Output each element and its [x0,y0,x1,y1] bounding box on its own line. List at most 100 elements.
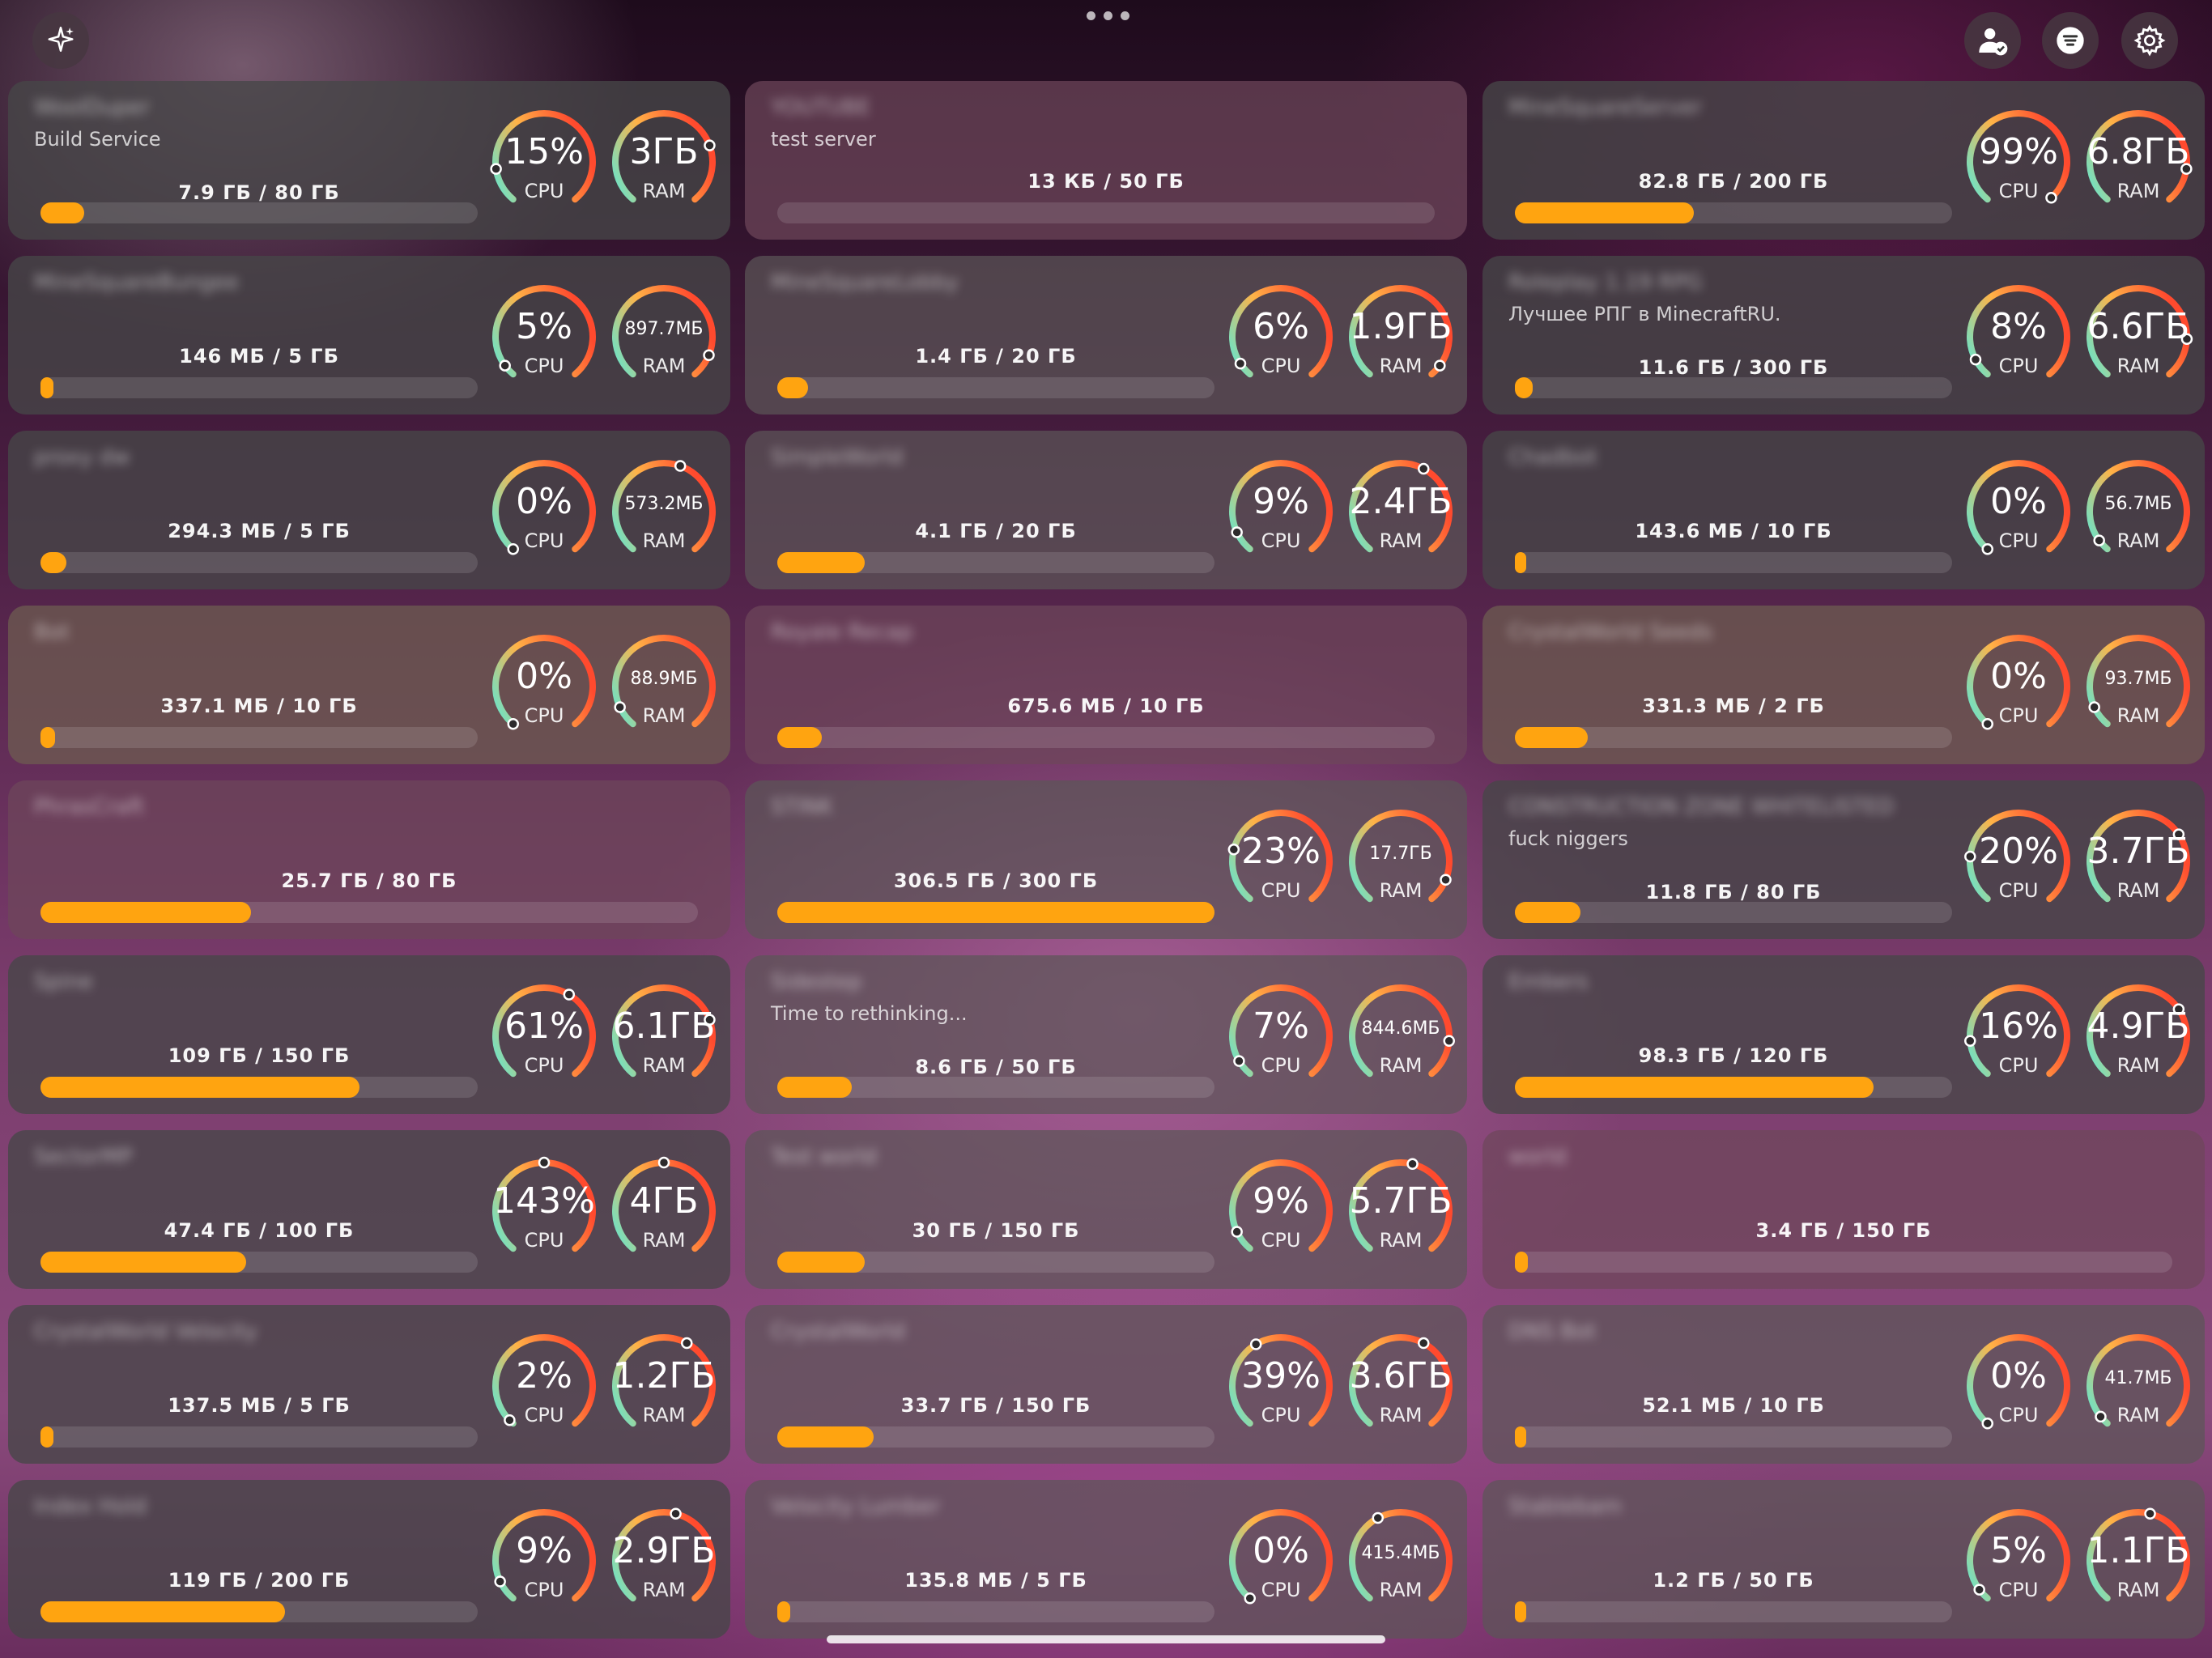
disk-usage-bar [777,1426,1214,1448]
cpu-level-marker [1964,850,1976,863]
ram-value: 3.7ГБ [2087,831,2190,872]
server-name: Roleplay 1.19 RPG [1508,270,1703,295]
disk-usage-text: 30 ГБ / 150 ГБ [912,1219,1080,1242]
disk-usage-text: 675.6 МБ / 10 ГБ [1007,695,1205,717]
server-card[interactable]: Velocity Lumber 135.8 МБ / 5 ГБ 0% CPU 415.4… [745,1480,1467,1639]
home-indicator[interactable] [827,1635,1385,1643]
disk-usage-text: 11.8 ГБ / 80 ГБ [1645,881,1822,903]
ram-ring-icon [612,635,716,728]
cpu-value: 2% [516,1355,572,1397]
server-card[interactable]: Spine 109 ГБ / 150 ГБ 61% CPU 6.1ГБ RAM [8,955,730,1114]
server-card[interactable]: STINK 306.5 ГБ / 300 ГБ 23% CPU 17.7ГБ RAM [745,780,1467,939]
server-card[interactable]: Royale Recap 675.6 МБ / 10 ГБ [745,606,1467,764]
ram-ring-icon [612,285,716,378]
sparkles-icon [48,26,74,52]
settings-button[interactable] [2121,12,2178,69]
ram-value: 4ГБ [629,1180,699,1222]
disk-usage-text: 11.6 ГБ / 300 ГБ [1638,356,1829,379]
cpu-value: 143% [493,1180,595,1222]
cpu-gauge: 16% CPU [1962,980,2075,1093]
cpu-gauge: 5% CPU [1962,1504,2075,1618]
cpu-ring-icon [492,635,596,730]
cpu-gauge: 143% CPU [487,1154,601,1268]
server-name: world [1508,1145,1567,1169]
cpu-arc [492,984,596,1078]
server-card[interactable]: Sidestep Time to rethinking... 8.6 ГБ / 50… [745,955,1467,1114]
server-card[interactable]: Bot 337.1 МБ / 10 ГБ 0% CPU 88.9МБ RAM [8,606,730,764]
ram-value: 56.7МБ [2104,494,2172,514]
cpu-label: CPU [524,1404,564,1426]
server-card[interactable]: CrystalWorld 33.7 ГБ / 150 ГБ 39% CPU 3.6ГБ R… [745,1305,1467,1464]
ram-label: RAM [1379,1229,1423,1252]
account-button[interactable] [1964,12,2021,69]
server-card[interactable]: proxy dw 294.3 МБ / 5 ГБ 0% CPU 573.2МБ RAM [8,431,730,589]
server-card[interactable]: DNS Bot 52.1 МБ / 10 ГБ 0% CPU 41.7МБ RAM [1482,1305,2205,1464]
cpu-gauge: 15% CPU [487,105,601,219]
ram-gauge: 93.7МБ RAM [2082,630,2195,743]
disk-usage-text: 294.3 МБ / 5 ГБ [168,520,351,542]
disk-usage-fill [1515,1252,1529,1273]
ram-ring-icon [612,1156,716,1252]
ram-gauge: 573.2МБ RAM [607,455,721,568]
server-card[interactable]: SectorMP 47.4 ГБ / 100 ГБ 143% CPU 4ГБ RAM [8,1130,730,1289]
ram-gauge: 1.2ГБ RAM [607,1329,721,1443]
ram-label: RAM [1379,1404,1423,1426]
server-card[interactable]: PhrasCraft 25.7 ГБ / 80 ГБ [8,780,730,939]
more-ellipsis-icon[interactable] [1087,11,1129,20]
server-card[interactable]: CrystalWorld Velocity 137.5 МБ / 5 ГБ 2% CP… [8,1305,730,1464]
cpu-ring-icon [1229,984,1333,1078]
ram-label: RAM [2116,180,2160,202]
cpu-arc [1967,635,2070,728]
cpu-ring-icon [492,460,596,555]
ram-gauge: 41.7МБ RAM [2082,1329,2195,1443]
disk-usage-fill [777,902,1214,923]
cpu-label: CPU [524,355,564,377]
ram-ring-icon [2087,810,2190,903]
ram-value: 2.4ГБ [1349,481,1453,522]
ram-arc [612,984,716,1078]
sparkles-button[interactable] [32,12,89,69]
server-description: Build Service [34,128,161,151]
disk-usage-bar [777,202,1435,223]
server-name: Sidestep [771,970,862,994]
server-card[interactable]: CONSTRUCTION ZONE WHITELISTED fuck nigger… [1482,780,2205,939]
server-card[interactable]: WoolDuper Build Service 7.9 ГБ / 80 ГБ 15% C… [8,81,730,240]
cpu-arc [492,460,596,553]
server-card[interactable]: Test world 30 ГБ / 150 ГБ 9% CPU 5.7ГБ RAM [745,1130,1467,1289]
disk-usage-text: 25.7 ГБ / 80 ГБ [281,869,457,892]
server-card[interactable]: Embers 98.3 ГБ / 120 ГБ 16% CPU 4.9ГБ RAM [1482,955,2205,1114]
cpu-value: 0% [516,656,572,697]
server-card[interactable]: Roleplay 1.19 RPG Лучшее РПГ в MinecraftR… [1482,256,2205,414]
server-card[interactable]: Index Hold 119 ГБ / 200 ГБ 9% CPU 2.9ГБ RAM [8,1480,730,1639]
cpu-value: 8% [1990,306,2047,347]
disk-usage-bar [1515,202,1952,223]
cpu-ring-icon [1967,1509,2070,1602]
server-card[interactable]: MineSquareLobby 1.4 ГБ / 20 ГБ 6% CPU 1.9ГБ R… [745,256,1467,414]
server-name: proxy dw [34,445,130,470]
disk-usage-bar [40,1426,478,1448]
ram-value: 5.7ГБ [1349,1180,1453,1222]
cpu-level-marker [2045,192,2057,204]
server-card[interactable]: Stablebam 1.2 ГБ / 50 ГБ 5% CPU 1.1ГБ RAM [1482,1480,2205,1639]
cpu-gauge: 0% CPU [1224,1504,1338,1618]
server-card[interactable]: CrystalWorld Seeds 331.3 МБ / 2 ГБ 0% CPU 93… [1482,606,2205,764]
list-button[interactable] [2042,12,2099,69]
server-card[interactable]: SimpleWorld 4.1 ГБ / 20 ГБ 9% CPU 2.4ГБ RAM [745,431,1467,589]
disk-usage-fill [777,1252,865,1273]
disk-usage-fill [40,1252,246,1273]
ram-arc [612,110,716,203]
server-card[interactable]: MineSquareBungee 146 МБ / 5 ГБ 5% CPU 897.7М… [8,256,730,414]
ram-label: RAM [642,355,686,377]
disk-usage-bar [40,902,698,923]
server-card[interactable]: MineSquareServer 82.8 ГБ / 200 ГБ 99% CPU 6.… [1482,81,2205,240]
ram-ring-icon [1349,460,1453,553]
cpu-level-marker [1981,717,1993,730]
ram-level-marker [2093,534,2105,546]
disk-usage-fill [777,1426,874,1448]
disk-usage-bar [1515,902,1952,923]
disk-usage-text: 4.1 ГБ / 20 ГБ [915,520,1077,542]
server-card[interactable]: YOUTUBE test server 13 КБ / 50 ГБ [745,81,1467,240]
server-card[interactable]: world 3.4 ГБ / 150 ГБ [1482,1130,2205,1289]
ram-label: RAM [1379,1579,1423,1601]
server-card[interactable]: Chadbot 143.6 МБ / 10 ГБ 0% CPU 56.7МБ RAM [1482,431,2205,589]
